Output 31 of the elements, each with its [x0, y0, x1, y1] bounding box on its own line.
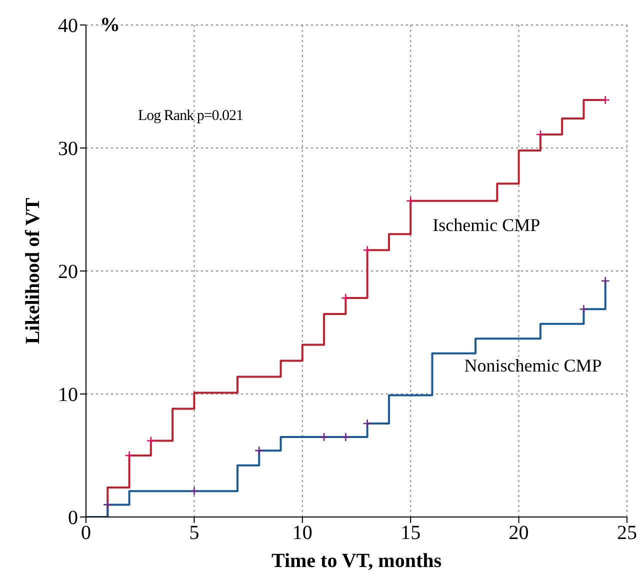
- annotation: Log Rank p=0.021: [138, 108, 244, 125]
- y-tick-label: 30: [58, 138, 78, 160]
- point: [319, 432, 329, 442]
- point: [579, 304, 588, 314]
- point: [362, 245, 372, 255]
- point: [254, 446, 264, 456]
- x-tick-label: 15: [400, 522, 421, 544]
- point: [536, 130, 546, 140]
- x-tick-label: 10: [292, 522, 312, 544]
- point: [600, 95, 610, 105]
- point: [341, 432, 350, 442]
- point: [146, 436, 156, 446]
- point: [124, 450, 134, 460]
- series-label: Ischemic CMP: [432, 214, 540, 235]
- y-tick-label: 0: [68, 507, 78, 530]
- annotation: %: [100, 14, 120, 37]
- point: [362, 418, 372, 428]
- point: [102, 500, 112, 510]
- series-label: Nonischemic CMP: [464, 355, 602, 376]
- y-tick-label: 40: [58, 15, 78, 38]
- y-tick-label: 10: [58, 384, 78, 406]
- point: [341, 293, 350, 303]
- point: [406, 196, 416, 206]
- x-tick-label: 5: [189, 522, 200, 544]
- x-tick-label: 20: [508, 522, 529, 544]
- y-tick-label: 20: [58, 261, 78, 284]
- x-tick-label: 25: [617, 522, 637, 544]
- x-axis-title: Time to VT, months: [271, 550, 442, 572]
- point: [190, 486, 199, 496]
- point: [600, 276, 610, 286]
- y-axis-title: Likelihood of VT: [22, 197, 44, 344]
